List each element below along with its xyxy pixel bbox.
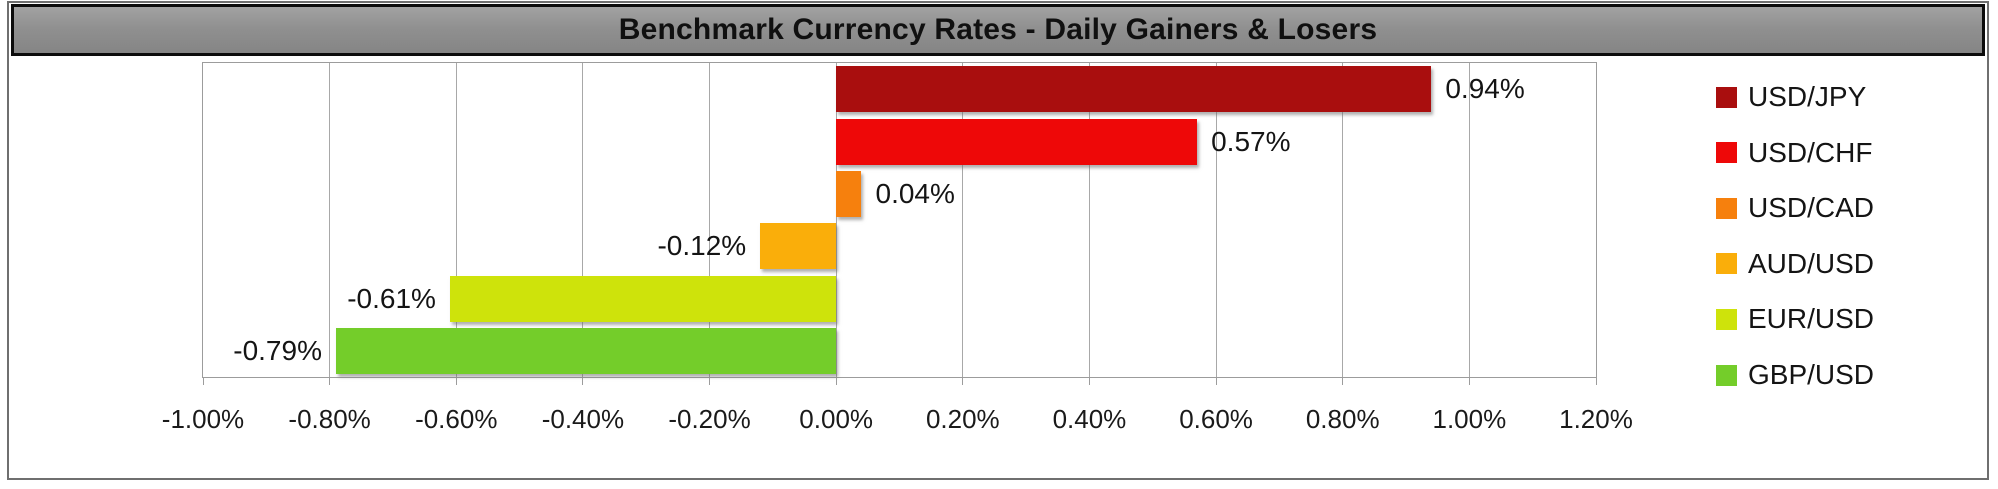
- legend-swatch-icon: [1716, 86, 1737, 108]
- data-label-aud-usd: -0.12%: [657, 230, 747, 262]
- bar-usd-jpy[interactable]: [836, 66, 1432, 113]
- legend-item-eur-usd[interactable]: EUR/USD: [1716, 302, 1874, 336]
- x-axis-tick-marks: [202, 378, 1597, 386]
- legend-item-gbp-usd[interactable]: GBP/USD: [1716, 358, 1874, 392]
- x-axis-tick-label: 0.80%: [1305, 404, 1380, 434]
- x-axis-tick-mark: [1342, 378, 1344, 385]
- bar-usd-chf[interactable]: [836, 118, 1198, 165]
- x-axis-tick-mark: [1088, 378, 1090, 385]
- legend-item-usd-jpy[interactable]: USD/JPY: [1716, 80, 1866, 114]
- x-axis-tick-label: 0.60%: [1179, 404, 1253, 434]
- legend-swatch-icon: [1716, 142, 1737, 164]
- chart-title: Benchmark Currency Rates - Daily Gainers…: [618, 13, 1378, 46]
- plot-area: 0.94% 0.57% 0.04% -0.12% -0.61% -0.79%: [202, 62, 1597, 378]
- x-axis-tick-mark: [202, 378, 204, 385]
- legend-swatch-icon: [1716, 197, 1737, 219]
- x-axis-tick-label: 0.40%: [1052, 404, 1127, 434]
- gridline: [962, 63, 964, 377]
- bar-gbp-usd[interactable]: [335, 327, 837, 374]
- data-label-usd-chf: 0.57%: [1211, 125, 1291, 157]
- x-axis-tick-mark: [1468, 378, 1470, 385]
- legend-label: USD/CHF: [1748, 136, 1873, 168]
- x-axis-tick-mark: [962, 378, 964, 385]
- x-axis-tick-label: 0.20%: [925, 404, 1000, 434]
- legend-item-aud-usd[interactable]: AUD/USD: [1716, 247, 1874, 281]
- x-axis-tick-label: 1.20%: [1559, 404, 1633, 434]
- data-label-gbp-usd: -0.79%: [233, 334, 322, 366]
- legend-swatch-icon: [1716, 253, 1737, 275]
- legend-label: AUD/USD: [1748, 247, 1875, 279]
- gridline: [835, 63, 837, 377]
- data-label-usd-cad: 0.04%: [875, 177, 955, 209]
- chart-title-bar: Benchmark Currency Rates - Daily Gainers…: [11, 4, 1985, 56]
- legend-label: GBP/USD: [1748, 359, 1875, 390]
- gridline: [1468, 63, 1470, 377]
- x-axis-tick-mark: [329, 378, 331, 385]
- legend-item-usd-chf[interactable]: USD/CHF: [1716, 136, 1872, 170]
- x-axis-tick-mark: [709, 378, 711, 385]
- x-axis-tick-mark: [1215, 378, 1217, 385]
- gridline: [709, 63, 711, 377]
- bar-eur-usd[interactable]: [449, 275, 837, 322]
- gridline: [455, 63, 457, 377]
- x-axis-tick-label: -0.40%: [541, 404, 625, 434]
- x-axis-tick-mark: [582, 378, 584, 385]
- x-axis-tick-label: 0.00%: [799, 404, 874, 434]
- x-axis-tick-mark: [1595, 378, 1597, 385]
- bar-usd-cad[interactable]: [836, 170, 862, 217]
- x-axis-tick-mark: [835, 378, 837, 385]
- legend-label: EUR/USD: [1748, 303, 1875, 335]
- gridline: [329, 63, 331, 377]
- x-axis-tick-label: -0.60%: [415, 404, 498, 434]
- x-axis-tick-labels: -1.00% -0.80% -0.60% -0.40% -0.20% 0.00% 0.20%…: [162, 404, 1633, 438]
- data-label-usd-jpy: 0.94%: [1445, 73, 1525, 105]
- x-axis-tick-label: -0.20%: [668, 404, 751, 434]
- bar-aud-usd[interactable]: [760, 223, 837, 270]
- legend: USD/JPY USD/CHF USD/CAD AUD/USD EUR/USD GBP/U…: [1716, 0, 1990, 489]
- x-axis-tick-label: 1.00%: [1432, 404, 1507, 434]
- x-axis-tick-label: -1.00%: [161, 404, 245, 434]
- legend-swatch-icon: [1716, 364, 1737, 386]
- data-label-eur-usd: -0.61%: [347, 282, 436, 314]
- legend-item-usd-cad[interactable]: USD/CAD: [1716, 191, 1874, 225]
- gridline: [1088, 63, 1090, 377]
- x-axis-tick-label: -0.80%: [288, 404, 371, 434]
- gridline: [582, 63, 584, 377]
- legend-label: USD/JPY: [1748, 81, 1867, 112]
- legend-swatch-icon: [1716, 308, 1737, 330]
- gridline: [1342, 63, 1344, 377]
- legend-label: USD/CAD: [1748, 192, 1875, 224]
- gridline: [1215, 63, 1217, 377]
- x-axis-tick-mark: [455, 378, 457, 385]
